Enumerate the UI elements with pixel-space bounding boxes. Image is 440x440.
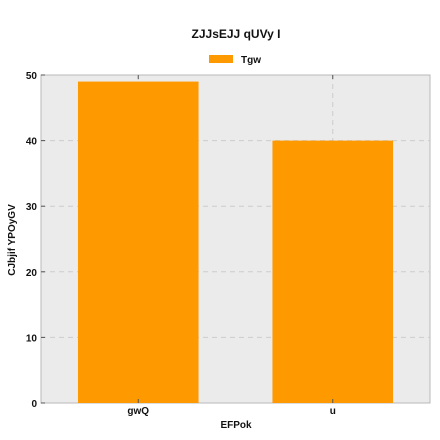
x-tick-label-u: u [330,406,336,417]
y-tick-label-20: 20 [26,268,38,279]
legend-label-tgw: Tgw [241,55,261,66]
y-tick-label-40: 40 [26,137,38,148]
y-tick-label-10: 10 [26,333,38,344]
y-tick-label-30: 30 [26,202,38,213]
y-axis-label: CJbjif YPOyGV [7,204,18,276]
x-axis-label: EFPok [220,420,252,431]
legend-swatch-tgw [209,55,233,63]
bar-gwQ [78,82,199,403]
legend: Tgw [209,55,261,66]
y-tick-label-50: 50 [26,71,38,82]
bar-u [272,141,393,403]
chart-title: ZJJsEJJ qUVy I [192,27,281,41]
y-tick-label-0: 0 [31,399,37,410]
x-tick-label-gwQ: gwQ [127,406,149,417]
